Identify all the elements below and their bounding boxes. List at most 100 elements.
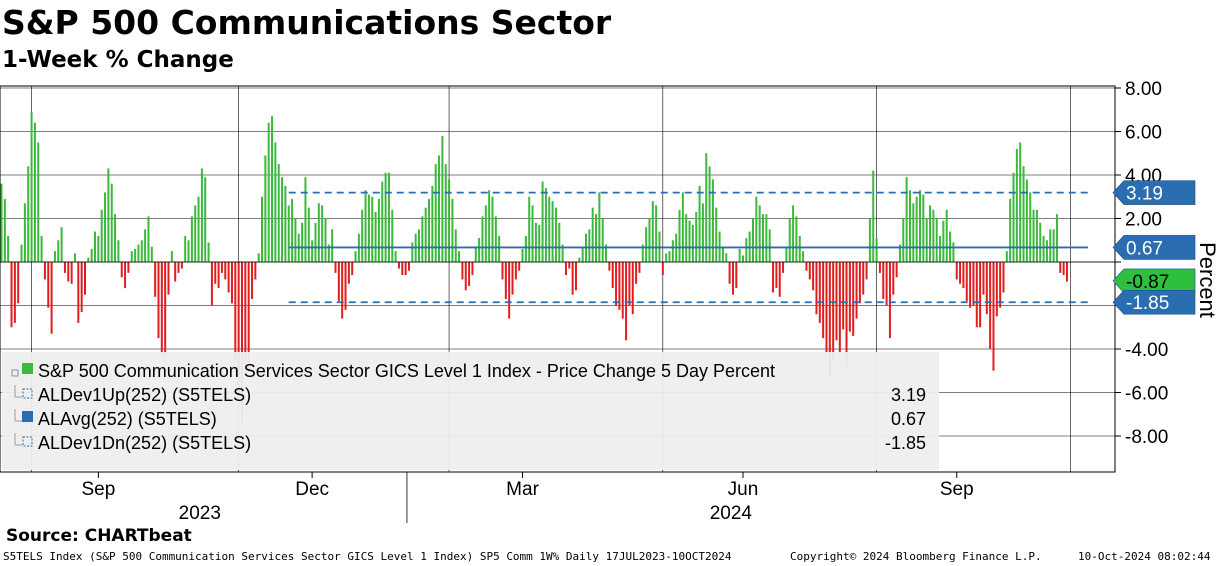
bar [969,262,972,308]
bar [725,253,728,262]
bar [117,240,120,262]
bar [655,205,658,262]
bar [862,262,865,295]
bar [878,262,881,273]
bar [367,194,370,262]
bar [698,185,701,263]
bar [745,238,748,262]
bar [100,209,103,262]
bar [224,262,227,280]
bar [621,262,624,319]
bar [7,235,10,262]
bar [795,216,798,262]
bar [868,218,871,262]
bar [291,198,294,262]
bar [798,235,801,262]
bar [688,220,691,262]
bar [391,209,394,262]
bar [905,177,908,263]
bar [1035,209,1038,262]
bar [508,262,511,319]
bar [421,216,424,262]
value-badge-label: -1.85 [1126,293,1169,314]
bar [992,262,995,371]
bar [638,262,641,273]
bar [438,155,441,263]
bar [147,216,150,262]
bar [962,262,965,289]
bar [815,262,818,315]
bar [80,262,83,313]
bar [741,255,744,262]
bar [628,262,631,306]
bar [120,262,123,278]
bar [511,262,514,295]
bar [240,262,243,423]
legend-marker-icon [22,436,33,447]
bar [762,214,765,262]
bar [982,262,985,295]
legend-background [2,352,939,470]
bar [381,181,384,262]
bar [140,240,143,262]
bar [581,246,584,262]
bar [989,262,992,349]
bar [855,262,858,319]
bar [377,198,380,262]
x-year-label: 2024 [710,503,753,524]
bar [671,240,674,262]
bar [254,262,257,280]
bar [595,214,598,262]
bar [952,242,955,262]
bar [84,262,86,295]
bar [721,246,724,262]
bar [337,262,340,302]
bar [888,262,891,339]
bar [478,238,481,262]
bar [965,262,968,302]
bar [494,216,497,262]
bar [975,262,978,328]
bar [1042,235,1045,262]
bar [344,262,347,310]
bar [1025,179,1028,262]
bar [985,262,988,315]
y-axis-label: Percent [1195,242,1220,318]
bar [828,262,831,378]
bar [738,248,741,262]
bar [939,235,942,262]
bar [37,142,40,263]
bar [307,207,310,263]
bar [852,262,855,336]
bar [1065,262,1068,282]
bar [701,203,704,263]
bar [134,248,137,262]
bar [204,177,207,263]
bar [361,209,364,262]
bar [180,262,183,269]
bar [13,262,16,323]
bar [267,122,270,262]
value-badge: 3.19 [1112,180,1196,205]
bar [715,207,718,263]
bar [541,181,544,262]
bar [220,262,223,273]
value-badge-label: 3.19 [1126,184,1163,205]
bar [124,262,127,289]
bar [341,262,344,319]
bar [87,257,90,262]
bar [1039,222,1042,262]
bar [858,262,861,304]
bar [625,262,628,341]
bar [331,229,334,263]
bar [210,262,213,306]
bar [979,262,982,328]
value-badge-label: -0.87 [1126,272,1169,293]
bar [822,262,825,339]
bar [668,251,671,263]
bar [73,253,76,262]
bar [534,222,537,262]
bar [615,262,618,306]
bar [23,203,26,263]
